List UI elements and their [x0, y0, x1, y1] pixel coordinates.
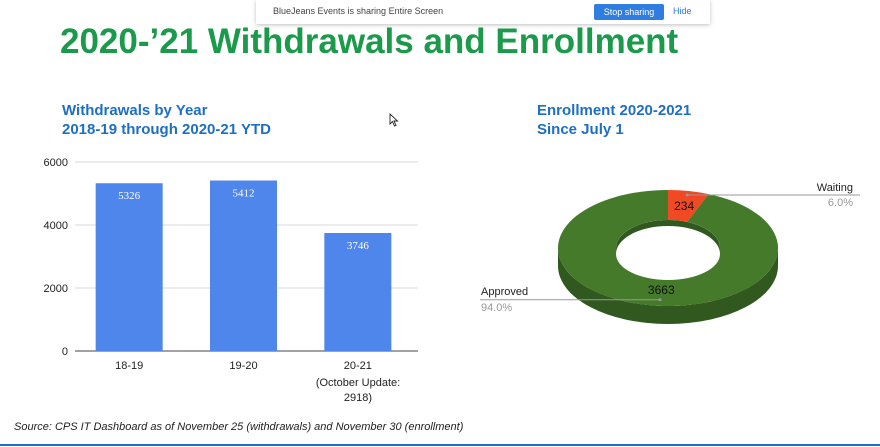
bar-chart-note: (October Update: 2918): [303, 376, 413, 406]
screen-share-message: BlueJeans Events is sharing Entire Scree…: [273, 6, 444, 16]
approved-label: Approved: [481, 286, 528, 298]
bar-chart-note-line2: 2918): [343, 392, 373, 404]
donut-slice: [668, 190, 709, 222]
slice-value-label: 234: [674, 199, 694, 213]
bar-value-label: 5412: [233, 188, 255, 200]
bar: [324, 233, 392, 351]
donut-slice-side: [558, 248, 778, 324]
enrollment-donut-chart: 234 3663 Waiting 6.0% Approved 94.0%: [480, 182, 860, 324]
bar: [95, 183, 163, 351]
pie-chart-title-line1: Enrollment 2020-2021: [537, 102, 692, 119]
source-note: Source: CPS IT Dashboard as of November …: [14, 421, 464, 433]
bar-value-label: 5326: [118, 190, 141, 202]
hide-link[interactable]: Hide: [673, 6, 692, 16]
stop-sharing-button[interactable]: Stop sharing: [594, 4, 664, 20]
approved-percent: 94.0%: [481, 302, 512, 314]
x-tick-label: 20-21: [344, 360, 372, 372]
bottom-rule: [0, 444, 880, 446]
slide-title: 2020-’21 Withdrawals and Enrollment: [60, 22, 679, 61]
donut-hole-wall: [616, 220, 720, 254]
x-tick-label: 19-20: [229, 360, 257, 372]
bar-chart-title: Withdrawals by Year 2018-19 through 2020…: [62, 101, 271, 139]
slice-value-label: 3663: [648, 283, 675, 297]
bar-value-label: 3746: [347, 240, 370, 252]
y-tick-label: 6000: [44, 157, 68, 169]
bar-chart-title-line1: Withdrawals by Year: [62, 102, 208, 119]
pie-chart-title-line2: Since July 1: [537, 121, 624, 138]
y-tick-label: 4000: [44, 220, 68, 232]
withdrawals-bar-chart: 0 2000 4000 6000 5326 18-19 5412 19-20 3746 20-21: [44, 157, 418, 372]
donut-slice: [558, 190, 778, 306]
y-tick-label: 2000: [44, 283, 68, 295]
bar-chart-title-line2: 2018-19 through 2020-21 YTD: [62, 121, 271, 138]
bar: [210, 180, 277, 351]
x-tick-label: 18-19: [115, 360, 143, 372]
waiting-label: Waiting: [817, 182, 853, 194]
screen-share-bar: BlueJeans Events is sharing Entire Scree…: [256, 0, 710, 24]
bar-chart-note-line1: (October Update:: [315, 377, 401, 389]
y-tick-label: 0: [62, 346, 68, 358]
waiting-percent: 6.0%: [828, 197, 853, 209]
pie-chart-title: Enrollment 2020-2021 Since July 1: [537, 101, 691, 139]
mouse-cursor-icon: [389, 113, 399, 127]
donut-hole-floor: [616, 228, 720, 280]
